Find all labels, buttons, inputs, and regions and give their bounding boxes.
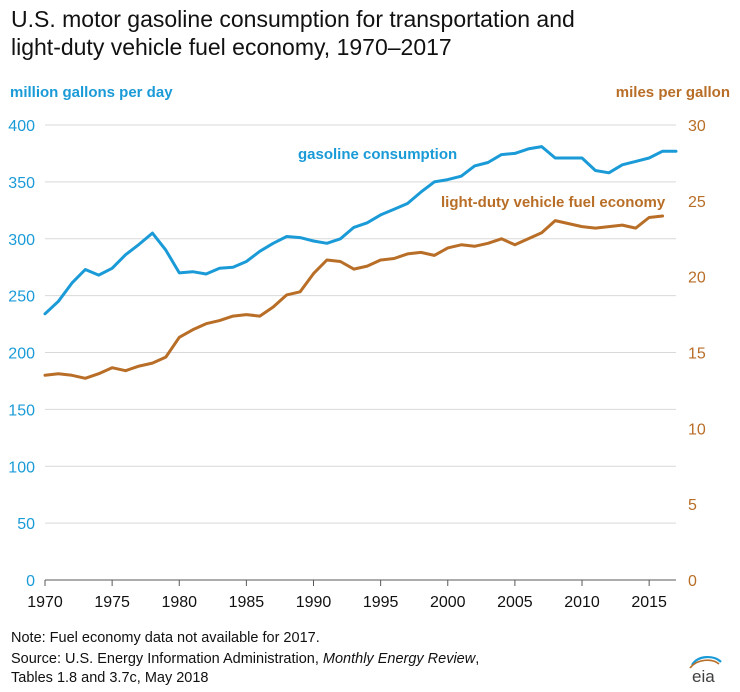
left-tick-label: 0 bbox=[26, 573, 35, 590]
x-tick-label: 1985 bbox=[229, 594, 265, 611]
left-tick-label: 350 bbox=[8, 175, 35, 192]
eia-logo-text: eia bbox=[692, 667, 715, 686]
right-tick-label: 15 bbox=[688, 346, 706, 363]
right-tick-label: 30 bbox=[688, 118, 706, 135]
left-tick-label: 300 bbox=[8, 232, 35, 249]
x-tick-label: 2005 bbox=[497, 594, 533, 611]
left-tick-label: 100 bbox=[8, 459, 35, 476]
right-tick-label: 20 bbox=[688, 270, 706, 287]
source-line-2: Tables 1.8 and 3.7c, May 2018 bbox=[11, 670, 209, 686]
eia-logo-arc bbox=[691, 656, 722, 666]
eia-logo: eia bbox=[689, 656, 722, 686]
chart-title-line-2: light-duty vehicle fuel economy, 1970–20… bbox=[11, 34, 452, 60]
right-tick-label: 0 bbox=[688, 573, 697, 590]
right-tick-label: 10 bbox=[688, 421, 706, 438]
right-tick-label: 25 bbox=[688, 194, 706, 211]
x-tick-label: 1995 bbox=[363, 594, 399, 611]
left-tick-label: 400 bbox=[8, 118, 35, 135]
source-prefix: Source: U.S. Energy Information Administ… bbox=[11, 651, 323, 667]
x-tick-label: 1990 bbox=[296, 594, 332, 611]
left-tick-label: 250 bbox=[8, 289, 35, 306]
x-tick-label: 2015 bbox=[631, 594, 667, 611]
chart-title-line-1: U.S. motor gasoline consumption for tran… bbox=[11, 6, 575, 32]
x-tick-label: 1980 bbox=[161, 594, 197, 611]
left-tick-label: 150 bbox=[8, 402, 35, 419]
series-label-gasoline: gasoline consumption bbox=[298, 146, 457, 163]
x-tick-label: 2000 bbox=[430, 594, 466, 611]
gasoline-consumption-line bbox=[43, 145, 678, 316]
x-tick-label: 1975 bbox=[94, 594, 130, 611]
eia-logo-arc-2 bbox=[689, 659, 720, 669]
source-suffix: , bbox=[475, 651, 480, 667]
source-publication: Monthly Energy Review bbox=[322, 651, 476, 667]
left-axis-label: million gallons per day bbox=[10, 84, 173, 101]
note-text: Note: Fuel economy data not available fo… bbox=[11, 630, 320, 646]
left-tick-label: 200 bbox=[8, 346, 35, 363]
x-tick-label: 2010 bbox=[564, 594, 600, 611]
fuel-economy-line bbox=[43, 214, 665, 380]
series-label-fuel-economy: light-duty vehicle fuel economy bbox=[441, 194, 666, 211]
left-tick-label: 50 bbox=[17, 516, 35, 533]
x-tick-label: 1970 bbox=[27, 594, 63, 611]
source-line-1: Source: U.S. Energy Information Administ… bbox=[11, 651, 479, 667]
right-axis-label: miles per gallon bbox=[615, 84, 730, 101]
right-tick-label: 5 bbox=[688, 497, 697, 514]
